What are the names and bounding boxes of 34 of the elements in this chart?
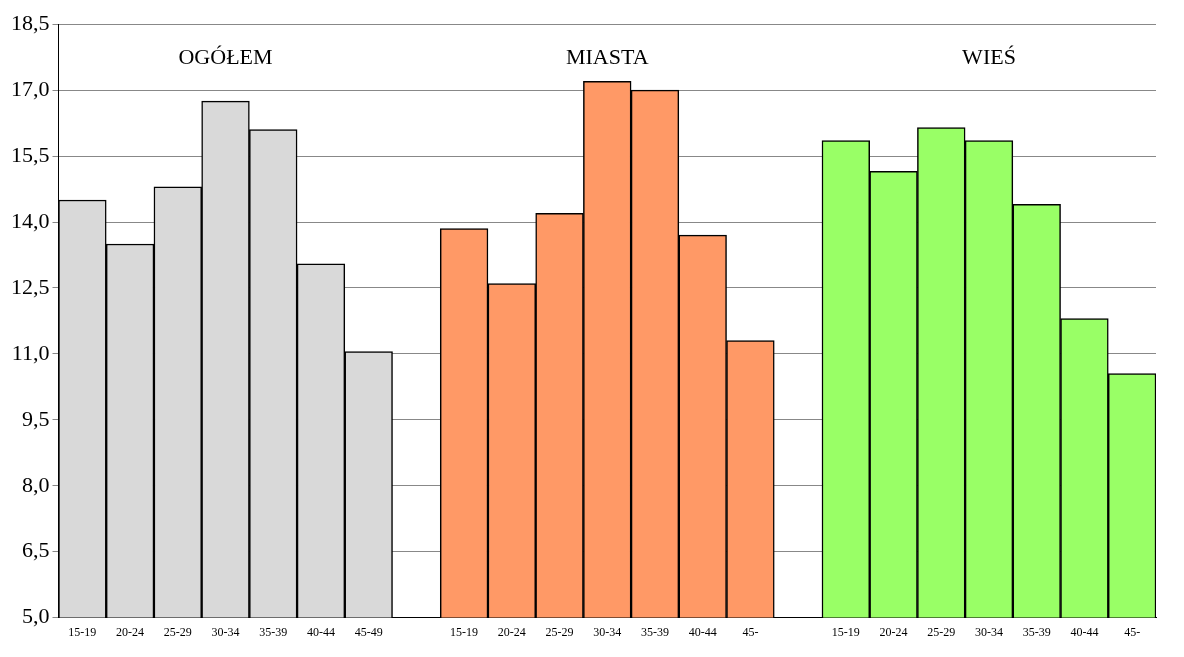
y-tick-label: 17,0 — [11, 75, 50, 101]
y-tick-label: 9,5 — [22, 405, 50, 431]
x-tick-label: 15-19 — [831, 624, 860, 639]
x-tick-label: 15-19 — [450, 624, 479, 639]
x-tick-label: 45- — [742, 624, 759, 639]
x-tick-label: 20-24 — [497, 624, 526, 639]
series-label: OGÓŁEM — [178, 43, 273, 69]
x-tick-label: 40-44 — [306, 624, 335, 639]
x-tick-label: 45- — [1124, 624, 1141, 639]
x-tick-label: 45-49 — [354, 624, 383, 639]
y-tick-label: 8,0 — [22, 471, 50, 497]
x-tick-label: 35-39 — [640, 624, 669, 639]
y-tick-label: 6,5 — [22, 537, 50, 563]
x-tick-label: 25-29 — [927, 624, 956, 639]
y-tick-label: 18,5 — [11, 9, 50, 35]
series-label: MIASTA — [565, 43, 649, 69]
x-tick-label: 20-24 — [116, 624, 145, 639]
x-tick-label: 40-44 — [1070, 624, 1099, 639]
y-tick-label: 14,0 — [11, 207, 50, 233]
x-tick-label: 25-29 — [545, 624, 574, 639]
x-tick-label: 30-34 — [593, 624, 622, 639]
x-tick-label: 30-34 — [974, 624, 1003, 639]
x-tick-label: 20-24 — [879, 624, 908, 639]
x-tick-label: 15-19 — [68, 624, 97, 639]
x-tick-label: 40-44 — [688, 624, 717, 639]
text: WIEŚ — [962, 43, 1016, 69]
x-tick-label: 25-29 — [163, 624, 192, 639]
y-tick-label: 15,5 — [11, 141, 50, 167]
y-tick-label: 12,5 — [11, 273, 50, 299]
y-tick-label: 11,0 — [11, 339, 50, 365]
x-tick-label: 35-39 — [259, 624, 288, 639]
x-tick-label: 35-39 — [1022, 624, 1051, 639]
y-tick-label: 5,0 — [22, 603, 50, 629]
x-tick-label: 30-34 — [211, 624, 240, 639]
